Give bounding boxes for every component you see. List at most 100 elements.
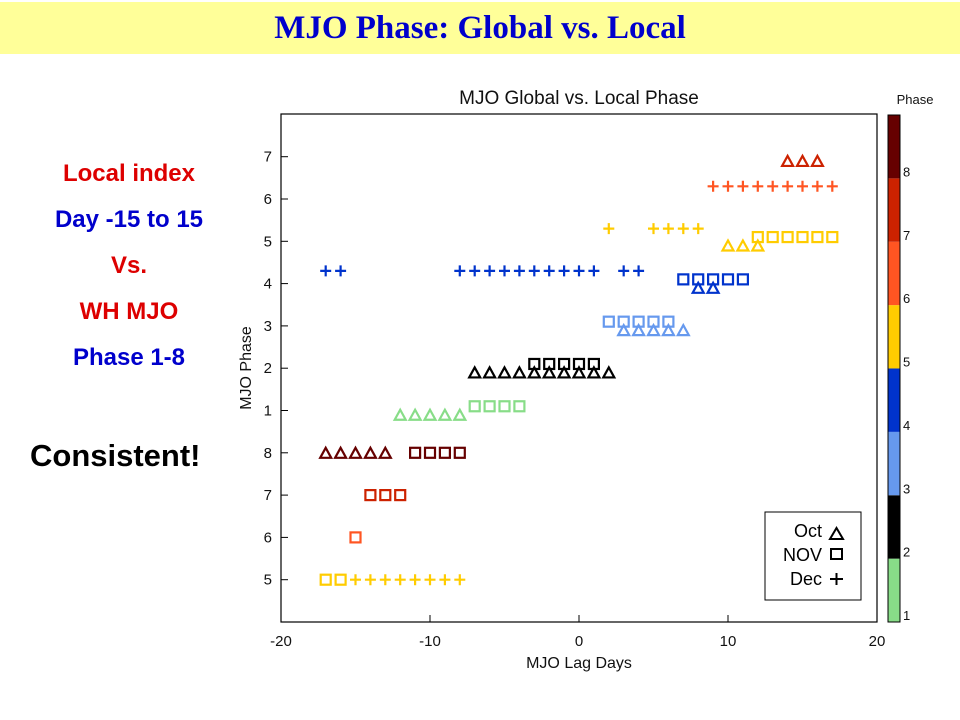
y-tick-label: 3: [264, 318, 272, 335]
dec-plus-point: [513, 265, 525, 277]
colorbar-segment: [888, 115, 900, 179]
colorbar-label: 1: [903, 608, 910, 623]
x-tick-label: 20: [869, 633, 886, 650]
nov-square-point: [736, 273, 750, 286]
dec-plus-point: [454, 265, 466, 277]
oct-triangle-point: [705, 280, 721, 294]
oct-triangle-point: [541, 365, 557, 379]
nov-square-point: [617, 315, 630, 328]
colorbar-label: 4: [903, 418, 910, 433]
oct-triangle-point: [333, 445, 348, 459]
local-index-text: Local index: [62, 160, 196, 187]
dec-plus-point: [320, 265, 332, 277]
oct-triangle-point: [363, 445, 378, 459]
colorbar-segment: [888, 178, 900, 242]
y-tick-label: 4: [264, 276, 272, 293]
title-bar: [0, 2, 960, 54]
oct-triangle-point: [675, 322, 691, 337]
nov-square-point: [409, 446, 422, 459]
nov-square-point: [811, 230, 824, 244]
dec-plus-point: [335, 265, 347, 277]
x-axis-label: MJO Lag Days: [526, 655, 632, 672]
nov-square-point: [677, 273, 690, 286]
oct-triangle-point: [467, 365, 483, 379]
nov-square-point: [483, 400, 496, 413]
legend-plus-marker: [830, 573, 843, 585]
oct-triangle-point: [690, 280, 706, 294]
nov-square-point: [781, 230, 794, 244]
dec-plus-point: [767, 180, 779, 192]
slide-title: MJO Phase: Global vs. Local: [274, 10, 686, 46]
wh-mjo-text: WH MJO: [79, 298, 179, 325]
vs-text: Vs.: [110, 252, 148, 279]
nov-square-point: [438, 446, 451, 459]
nov-square-point: [751, 230, 764, 244]
nov-square-point: [721, 273, 735, 286]
legend: Oct NOV Dec: [764, 511, 862, 601]
oct-triangle-point: [437, 407, 453, 421]
dec-plus-point: [692, 223, 704, 235]
y-tick-label: 5: [264, 572, 272, 589]
colorbar: 1 2 3 4 5 6 7 8: [887, 114, 910, 623]
dec-plus-point: [811, 180, 823, 192]
oct-triangle-point: [452, 407, 468, 421]
dec-plus-point: [648, 223, 659, 235]
y-tick-label: 5: [264, 233, 272, 250]
colorbar-label: 5: [903, 355, 910, 370]
dec-plus-point: [752, 180, 764, 192]
colorbar-title: Phase: [897, 92, 934, 107]
nov-square-point: [587, 357, 601, 371]
oct-triangle-point: [631, 322, 646, 337]
y-tick-label: 2: [264, 360, 272, 377]
nov-square-point: [602, 315, 615, 328]
oct-triangle-point: [497, 365, 512, 379]
dec-plus-point: [558, 265, 570, 277]
dec-plus-point: [454, 574, 466, 586]
nov-square-point: [826, 230, 839, 244]
y-axis-label: MJO Phase: [238, 326, 255, 410]
colorbar-frame: [887, 114, 901, 623]
nov-square-point: [468, 400, 481, 413]
dec-plus-point: [782, 180, 794, 192]
oct-triangle-point: [318, 445, 334, 459]
nov-square-point: [453, 446, 466, 459]
nov-square-point: [572, 357, 586, 371]
y-tick-label: 6: [264, 529, 272, 546]
oct-triangle-point: [348, 445, 363, 459]
legend-label-nov: NOV: [783, 545, 822, 565]
y-tick-label: 8: [264, 445, 272, 462]
conclusion-text: Consistent!: [30, 438, 201, 473]
nov-square-point: [498, 400, 511, 413]
oct-triangle-point: [750, 238, 766, 252]
oct-triangle-point: [571, 365, 587, 379]
nov-square-point: [423, 446, 437, 459]
dec-plus-point: [662, 223, 674, 235]
dec-plus-point: [573, 265, 585, 277]
phase-range-text: Phase 1-8: [72, 344, 186, 371]
dec-plus-point: [350, 574, 361, 586]
colorbar-label: 2: [903, 545, 910, 560]
oct-triangle-point: [646, 322, 661, 337]
colorbar-label: 6: [903, 291, 910, 306]
x-tick-label: 0: [575, 633, 583, 650]
y-tick-label: 1: [264, 403, 272, 420]
dec-plus-point: [394, 574, 406, 586]
dec-plus-point: [722, 180, 734, 192]
nov-square-point: [513, 400, 526, 413]
oct-triangle-point: [422, 407, 438, 421]
oct-triangle-point: [407, 407, 423, 421]
dec-plus-point: [603, 223, 615, 235]
dec-plus-point: [588, 265, 600, 277]
nov-square-point: [662, 315, 675, 328]
dec-plus-point: [633, 265, 645, 277]
colorbar-label: 3: [903, 481, 910, 496]
dec-plus-point: [409, 574, 421, 586]
dec-plus-point: [484, 265, 496, 277]
nov-square-point: [632, 315, 645, 328]
colorbar-label: 7: [903, 228, 910, 243]
nov-square-point: [706, 273, 720, 286]
dec-plus-point: [737, 180, 749, 192]
colorbar-segment: [888, 431, 900, 496]
x-tick-label: -20: [270, 633, 292, 650]
